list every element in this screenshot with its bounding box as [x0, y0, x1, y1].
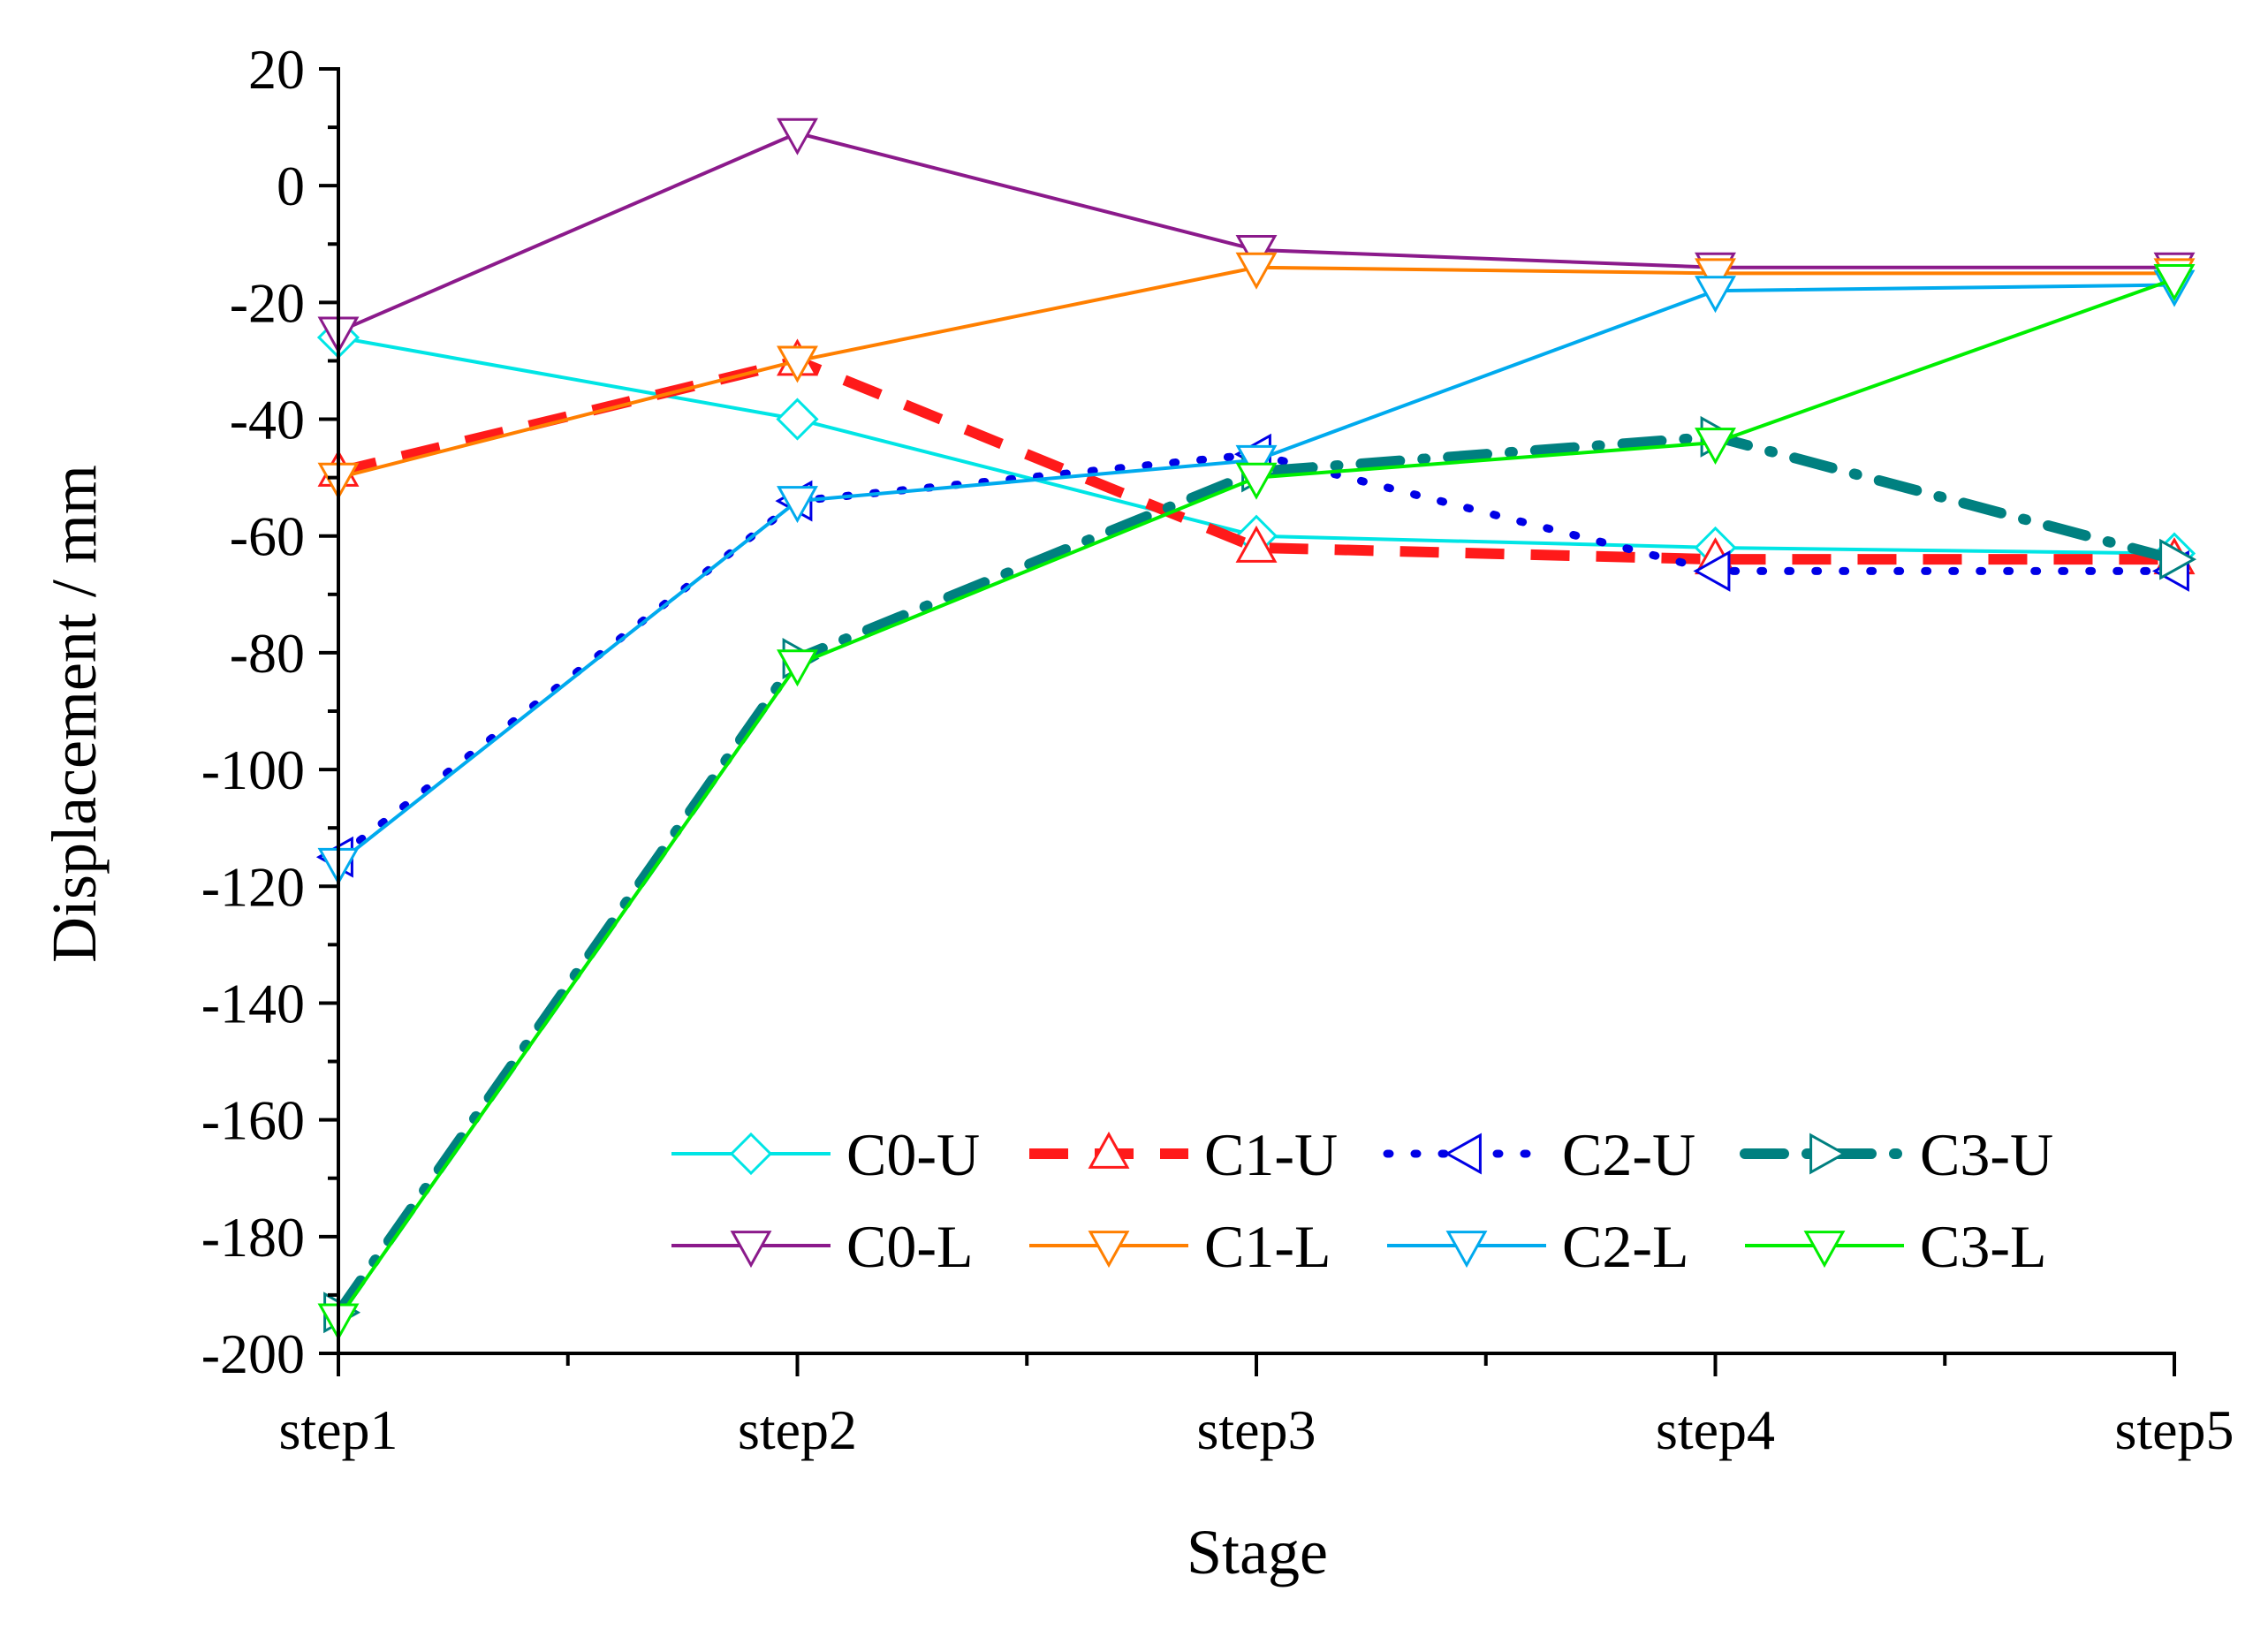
data-point-c2-l-step4: [1695, 276, 1736, 314]
legend-label-c3-l: C3-L: [1920, 1213, 2047, 1280]
y-tick-label: -160: [201, 1089, 305, 1152]
legend-item-c1-l: C1-L: [1029, 1213, 1331, 1280]
x-tick-label: step5: [2114, 1398, 2234, 1461]
x-tick-label: step1: [278, 1398, 398, 1461]
y-tick-label: -100: [201, 739, 305, 801]
legend-marker-c2-u: [1444, 1133, 1482, 1175]
legend-label-c1-l: C1-L: [1204, 1213, 1331, 1280]
y-tick-label: -20: [230, 271, 305, 334]
legend-label-c0-u: C0-U: [846, 1121, 980, 1188]
legend-marker-c1-u: [1088, 1131, 1130, 1169]
legend-marker-c2-l: [1445, 1231, 1488, 1269]
legend-item-c2-u: C2-U: [1383, 1121, 1695, 1188]
data-point-c3-l-step2: [777, 649, 818, 687]
legend-marker-c3-l: [1803, 1231, 1846, 1269]
data-point-c0-l-step2: [777, 117, 818, 155]
legend-marker-c3-u: [1809, 1133, 1847, 1175]
series-c0-l: [317, 117, 2196, 354]
legend-marker-c0-u: [729, 1132, 773, 1176]
x-tick-label: step2: [738, 1398, 857, 1461]
legend-marker-c1-l: [1088, 1231, 1130, 1269]
legend-item-c2-l: C2-L: [1387, 1213, 1689, 1280]
y-tick-label: -40: [230, 389, 305, 451]
legend-item-c1-u: C1-U: [1029, 1121, 1338, 1188]
x-tick-label: step4: [1656, 1398, 1775, 1461]
y-tick-label: -80: [230, 622, 305, 685]
y-tick-label: -180: [201, 1206, 305, 1269]
data-point-c1-l-step3: [1235, 252, 1278, 290]
series-line-c3-u: [333, 431, 2180, 1318]
y-axis-title: Displacement / mm: [39, 465, 110, 963]
data-point-c0-u-step2: [776, 398, 819, 441]
data-point-c1-l-step2: [777, 345, 818, 383]
legend-item-c0-l: C0-L: [671, 1213, 974, 1280]
data-point-c3-l-step3: [1235, 462, 1278, 500]
legend: C0-U C1-U C2-U C3-U C0-L C1-L C2-L C3-L: [671, 1121, 2053, 1280]
legend-label-c1-u: C1-U: [1204, 1121, 1338, 1188]
legend-label-c3-u: C3-U: [1920, 1121, 2053, 1188]
data-point-c2-l-step2: [777, 486, 818, 524]
legend-item-c0-u: C0-U: [671, 1121, 980, 1188]
legend-label-c2-u: C2-U: [1562, 1121, 1695, 1188]
legend-label-c2-l: C2-L: [1562, 1213, 1689, 1280]
y-tick-label: -200: [201, 1322, 305, 1385]
series-line-c1-u: [337, 355, 2174, 565]
data-point-c3-u-step5: [2159, 538, 2197, 580]
data-point-c1-u-step3: [1235, 525, 1278, 563]
x-tick-label: step3: [1196, 1398, 1316, 1461]
y-tick-label: -120: [201, 855, 305, 918]
y-tick-label: 0: [277, 155, 305, 217]
legend-item-c3-u: C3-U: [1740, 1121, 2053, 1188]
data-point-c2-u-step4: [1693, 549, 1731, 592]
series-layer: [315, 117, 2197, 1341]
x-axis-title: Stage: [1187, 1517, 1328, 1587]
legend-label-c0-l: C0-L: [846, 1213, 974, 1280]
y-tick-label: -60: [230, 505, 305, 568]
axes-layer: 20 0 -20 -40 -60 -80 -100 -120 -140 -160 -180 -200 s…: [201, 38, 2234, 1461]
y-tick-label: 20: [248, 38, 305, 101]
series-line-c0-l: [338, 131, 2174, 334]
data-point-c3-l-step4: [1695, 428, 1736, 466]
legend-marker-c0-l: [730, 1231, 772, 1269]
series-c2-l: [317, 269, 2196, 885]
data-point-c3-l-step5: [2153, 264, 2196, 302]
y-tick-label: -140: [201, 972, 305, 1034]
series-line-c2-u: [334, 450, 2179, 861]
legend-item-c3-l: C3-L: [1745, 1213, 2047, 1280]
